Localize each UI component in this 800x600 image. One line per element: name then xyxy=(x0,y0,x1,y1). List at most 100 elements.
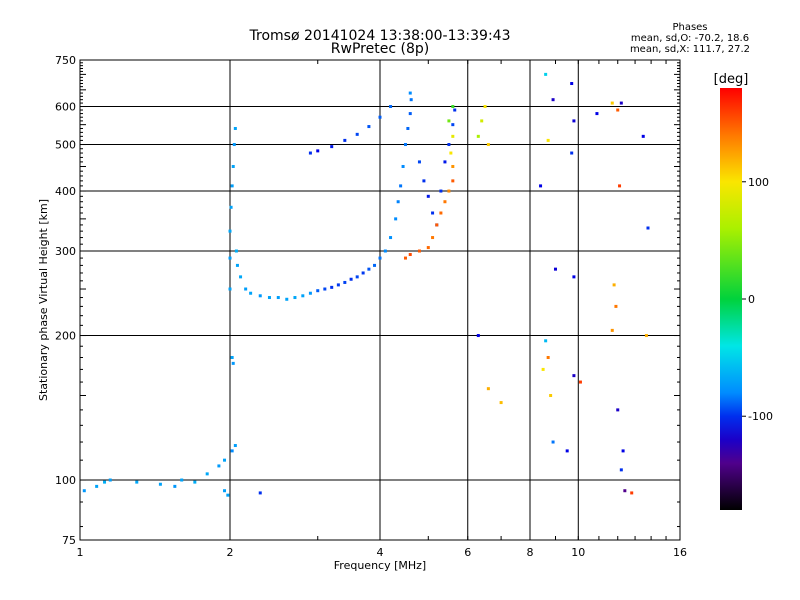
data-point xyxy=(431,211,435,215)
data-point xyxy=(406,126,410,130)
x-axis-label: Frequency [MHz] xyxy=(334,559,426,572)
data-point xyxy=(549,394,553,398)
data-point xyxy=(349,277,353,281)
data-point xyxy=(408,253,412,257)
data-point xyxy=(618,184,622,188)
data-point xyxy=(480,119,484,123)
data-point xyxy=(223,489,227,493)
data-point xyxy=(447,143,451,147)
data-point xyxy=(323,287,327,291)
data-point xyxy=(82,489,86,493)
data-point xyxy=(426,194,430,198)
data-point xyxy=(308,291,312,295)
y-tick-label: 500 xyxy=(55,139,76,152)
data-point xyxy=(426,246,430,250)
data-point xyxy=(621,449,625,453)
x-tick-label: 10 xyxy=(571,546,585,559)
data-point xyxy=(343,280,347,284)
data-point xyxy=(231,164,235,168)
data-point xyxy=(641,134,645,138)
data-point xyxy=(229,205,233,209)
x-tick-label: 4 xyxy=(377,546,384,559)
y-axis-label: Stationary phase Virtual Height [km] xyxy=(37,199,50,401)
data-point xyxy=(435,223,439,227)
data-point xyxy=(541,367,545,371)
data-point xyxy=(439,189,443,193)
data-point xyxy=(336,283,340,287)
data-point xyxy=(249,291,253,295)
y-tick-label: 75 xyxy=(62,534,76,547)
data-point xyxy=(401,164,405,168)
data-point xyxy=(230,355,234,359)
data-point xyxy=(570,151,574,155)
data-point xyxy=(539,184,543,188)
data-point xyxy=(417,160,421,164)
y-tick-label: 400 xyxy=(55,185,76,198)
data-point xyxy=(316,149,320,153)
data-point xyxy=(578,380,582,384)
data-point xyxy=(367,125,371,129)
data-point xyxy=(447,119,451,123)
data-point xyxy=(619,101,623,105)
data-point xyxy=(616,108,620,112)
phase-heading: Phases xyxy=(672,22,708,33)
data-point xyxy=(408,112,412,116)
data-point xyxy=(399,184,403,188)
data-point xyxy=(443,160,447,164)
colorbar-tick-label: -100 xyxy=(748,410,773,423)
data-point xyxy=(343,138,347,142)
data-point xyxy=(546,138,550,142)
data-point xyxy=(451,179,455,183)
data-point xyxy=(451,134,455,138)
data-point xyxy=(316,289,320,293)
data-point xyxy=(616,408,620,412)
data-point xyxy=(389,236,393,240)
data-point xyxy=(612,283,616,287)
data-point xyxy=(301,294,305,298)
data-point xyxy=(403,256,407,260)
data-point xyxy=(228,287,232,291)
data-point xyxy=(451,105,455,109)
data-point xyxy=(417,249,421,253)
colorbar xyxy=(720,88,742,510)
data-point xyxy=(389,105,393,109)
data-point xyxy=(258,294,262,298)
data-point xyxy=(308,151,312,155)
data-point xyxy=(408,91,412,95)
data-point xyxy=(565,449,569,453)
data-point xyxy=(193,480,197,484)
data-point xyxy=(95,484,99,488)
data-point xyxy=(173,484,177,488)
data-point xyxy=(205,472,209,476)
data-point xyxy=(180,478,184,482)
colorbar-tick-label: 0 xyxy=(748,293,755,306)
data-point xyxy=(223,458,227,462)
colorbar-tick-label: 100 xyxy=(748,176,769,189)
data-point xyxy=(373,263,377,267)
data-point xyxy=(367,267,371,271)
data-point xyxy=(623,489,627,493)
data-point xyxy=(449,151,453,155)
data-point xyxy=(228,256,232,260)
data-point xyxy=(228,229,232,233)
data-point xyxy=(231,361,235,365)
data-point xyxy=(483,105,487,109)
data-point xyxy=(553,267,557,271)
data-point xyxy=(103,480,107,484)
y-tick-label: 100 xyxy=(55,474,76,487)
data-point xyxy=(378,256,382,260)
data-point xyxy=(394,217,398,221)
data-point xyxy=(355,275,359,279)
data-point xyxy=(486,143,490,147)
data-point xyxy=(330,285,334,289)
colorbar-label: [deg] xyxy=(714,72,749,87)
x-tick-label: 6 xyxy=(464,546,471,559)
data-point xyxy=(422,179,426,183)
data-point xyxy=(443,200,447,204)
data-point xyxy=(108,478,112,482)
data-point xyxy=(630,491,634,495)
data-point xyxy=(403,143,407,147)
data-point xyxy=(135,480,139,484)
data-point xyxy=(361,271,365,275)
